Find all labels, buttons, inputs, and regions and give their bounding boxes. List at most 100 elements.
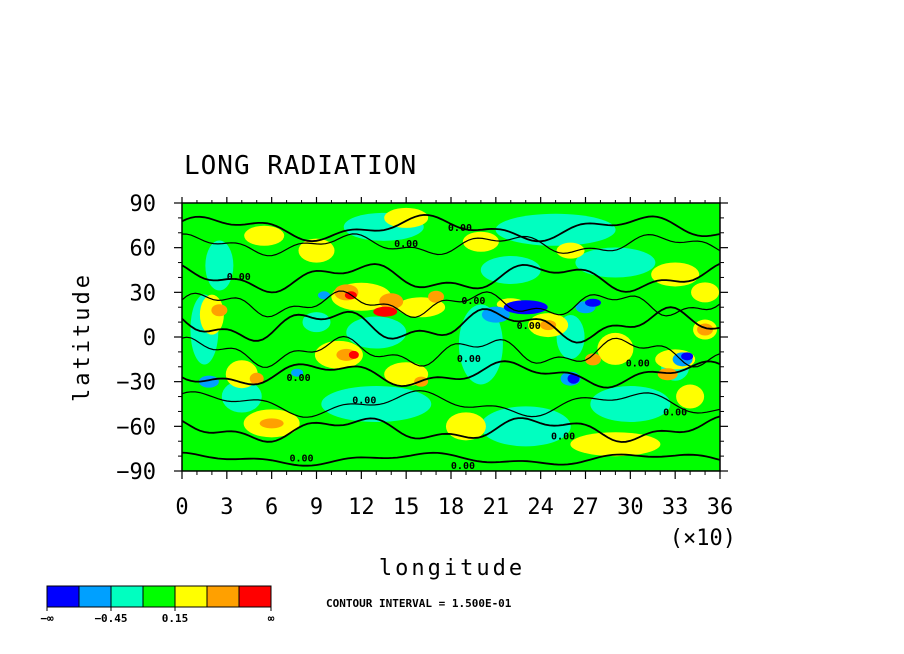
shaded-region (249, 372, 264, 385)
x-tick-label: 6 (265, 495, 278, 520)
x-tick-label: 18 (438, 495, 465, 520)
colorbar-swatch (110, 585, 144, 608)
contour-label: 0.00 (451, 461, 475, 472)
shaded-region (291, 368, 304, 377)
contour-label: 0.00 (287, 373, 311, 384)
shaded-region (346, 316, 407, 349)
colorbar-label: −0.45 (94, 612, 127, 625)
colorbar-swatch (206, 585, 240, 608)
contour-label: 0.00 (461, 296, 485, 307)
x-tick-label: 36 (707, 495, 734, 520)
y-tick-label: −90 (116, 460, 156, 485)
shaded-region (584, 298, 601, 307)
contour-label: 0.00 (551, 431, 575, 442)
shaded-region (556, 242, 585, 259)
y-axis-label: latitude (70, 272, 95, 402)
shaded-region (428, 290, 445, 303)
colorbar-swatch (174, 585, 208, 608)
contour-label: 0.00 (517, 321, 541, 332)
shaded-region (480, 406, 571, 447)
x-tick-label: 33 (662, 495, 689, 520)
contour-line-zero (182, 451, 720, 467)
x-tick-label: 27 (572, 495, 599, 520)
contour-line (182, 290, 720, 319)
x-tick-label: 21 (483, 495, 510, 520)
shaded-region (379, 293, 404, 310)
contour-label: 0.00 (457, 354, 481, 365)
x-axis-label: longitude (379, 556, 525, 581)
shaded-region (540, 320, 557, 331)
x-tick-label: 30 (617, 495, 644, 520)
colorbar-label: −∞ (40, 612, 54, 625)
x-tick-label: 9 (310, 495, 323, 520)
shaded-region (681, 352, 694, 361)
shaded-region (244, 225, 285, 246)
contour-line-zero (182, 360, 720, 389)
shaded-region (651, 262, 700, 287)
contour-label: 0.00 (663, 407, 687, 418)
shaded-region (676, 384, 705, 409)
x-multiplier-label: (×10) (670, 526, 736, 551)
shaded-region (481, 306, 510, 323)
shaded-region (575, 247, 656, 278)
contour-line-zero (182, 415, 720, 443)
shaded-region (302, 312, 331, 333)
colorbar-label: 0.15 (162, 612, 189, 625)
shaded-region (373, 306, 398, 317)
contour-label: 0.00 (227, 272, 251, 283)
shaded-region (445, 412, 486, 441)
colorbar-swatch (142, 585, 176, 608)
contour-label: 0.00 (394, 239, 418, 250)
contour-lines (182, 213, 720, 467)
shaded-region (317, 291, 330, 300)
shaded-region (691, 282, 720, 303)
colorbar-swatch (238, 585, 272, 608)
shaded-region (348, 350, 359, 359)
y-tick-label: 30 (130, 281, 157, 306)
shaded-region (657, 368, 678, 381)
x-tick-label: 3 (220, 495, 233, 520)
x-axis: 0 3 6 9 12 15 18 21 24 27 30 33 36 (175, 197, 733, 520)
contour-label: 0.00 (290, 454, 314, 465)
y-tick-label: −30 (116, 371, 156, 396)
shaded-region (221, 380, 262, 413)
y-tick-label: 0 (143, 326, 156, 351)
shaded-region (259, 418, 284, 429)
colorbar-swatch (78, 585, 112, 608)
shaded-region (225, 360, 258, 389)
shaded-region (590, 386, 671, 422)
shaded-region (462, 231, 499, 252)
y-tick-label: 60 (130, 237, 157, 262)
contour-line (182, 335, 720, 368)
plot-area: 0.00 0.00 0.00 0.00 0.00 0.00 0.00 0.00 0.00 0.00… (182, 203, 720, 472)
shaded-region (570, 432, 661, 457)
contour-line (182, 390, 720, 418)
chart-title: LONG RADIATION (184, 151, 417, 181)
y-tick-label: −60 (116, 415, 156, 440)
shaded-region (584, 353, 601, 366)
shaded-region (567, 373, 580, 384)
contour-line-zero (182, 213, 720, 243)
contour-line-zero (182, 306, 720, 344)
shaded-region (298, 238, 335, 263)
colorbar-swatch (46, 585, 80, 608)
contour-label: 0.00 (448, 223, 472, 234)
x-tick-label: 12 (348, 495, 375, 520)
contour-line (182, 233, 720, 257)
shaded-region (211, 304, 228, 317)
shaded-contour-regions (190, 207, 720, 457)
shaded-region (384, 207, 429, 228)
shaded-region (495, 213, 616, 246)
y-axis: 90 60 30 0 −30 −60 −90 (116, 192, 728, 485)
y-tick-label: 90 (130, 192, 157, 217)
contour-line-zero (182, 262, 720, 294)
contour-interval-text: CONTOUR INTERVAL = 1.500E-01 (326, 597, 512, 610)
colorbar-label: ∞ (268, 612, 275, 625)
contour-labels: 0.00 0.00 0.00 0.00 0.00 0.00 0.00 0.00 0.00 0.00… (227, 223, 687, 472)
x-tick-label: 0 (175, 495, 188, 520)
x-tick-label: 24 (527, 495, 554, 520)
colorbar: −∞ −0.45 0.15 ∞ (40, 585, 275, 625)
contour-label: 0.00 (626, 358, 650, 369)
shaded-region (205, 240, 234, 291)
